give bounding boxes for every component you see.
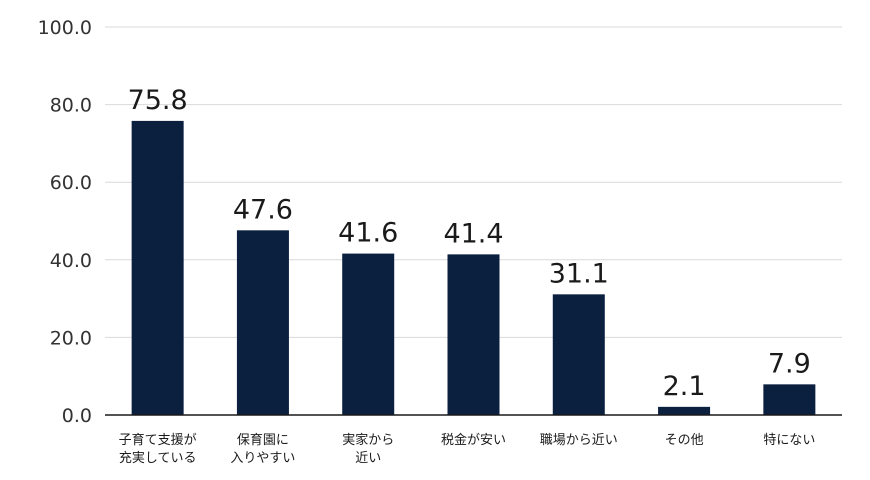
- y-tick-label: 60.0: [50, 172, 92, 194]
- bar: [342, 253, 395, 415]
- x-tick-label-line: 近い: [355, 451, 381, 466]
- x-tick-label-line: 特にない: [763, 433, 815, 448]
- data-label: 75.8: [128, 85, 188, 116]
- x-tick-label: 子育て支援が充実している: [119, 432, 197, 466]
- x-tick-label-line: 税金が安い: [441, 432, 506, 448]
- x-tick-label-line: 実家から: [342, 432, 394, 448]
- x-tick-label: 保育園に入りやすい: [230, 432, 295, 466]
- data-label: 31.1: [549, 258, 609, 289]
- bar: [447, 254, 500, 415]
- x-tick-label-line: 保育園に: [237, 432, 289, 448]
- y-tick-label: 0.0: [62, 405, 92, 427]
- x-tick-label: 職場から近い: [540, 433, 618, 448]
- data-label: 41.4: [443, 218, 503, 249]
- data-label: 2.1: [663, 371, 706, 402]
- y-tick-label: 40.0: [50, 250, 92, 272]
- bar: [236, 230, 289, 415]
- bar: [763, 384, 816, 415]
- data-label: 41.6: [338, 218, 398, 249]
- y-tick-label: 100.0: [38, 17, 92, 39]
- x-tick-label: 特にない: [763, 433, 815, 448]
- x-tick-label: 実家から近い: [342, 432, 394, 466]
- x-tick-label-line: 子育て支援が: [119, 432, 197, 448]
- x-tick-label: 税金が安い: [441, 432, 506, 448]
- x-tick-label: その他: [665, 433, 704, 448]
- bar: [131, 120, 184, 416]
- y-tick-label: 20.0: [50, 327, 92, 349]
- bar: [658, 406, 711, 415]
- x-tick-label-line: その他: [665, 433, 704, 448]
- x-tick-label-line: 充実している: [119, 450, 197, 466]
- bar: [552, 294, 605, 415]
- x-tick-label-line: 入りやすい: [230, 451, 295, 466]
- data-label: 7.9: [768, 348, 811, 379]
- x-tick-label-line: 職場から近い: [540, 433, 618, 448]
- y-tick-label: 80.0: [50, 95, 92, 117]
- data-label: 47.6: [233, 194, 293, 225]
